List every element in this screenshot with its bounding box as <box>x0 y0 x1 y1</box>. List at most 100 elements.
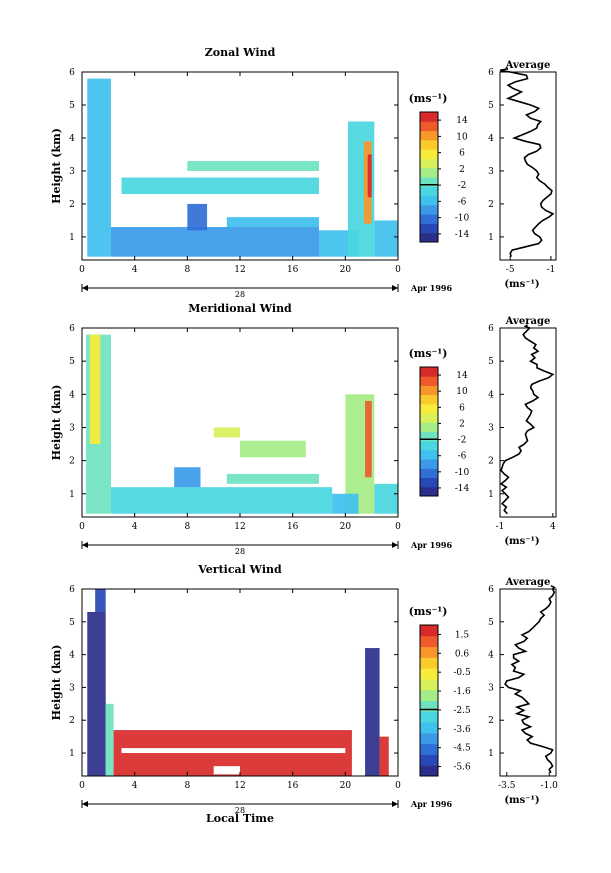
colorbar-cell <box>420 186 438 197</box>
average-y-tick-label: 3 <box>488 683 494 693</box>
y-tick-label: 6 <box>69 585 75 595</box>
colorbar-cell <box>420 394 438 405</box>
colorbar-cell <box>420 214 438 224</box>
data-region-1 <box>87 611 106 776</box>
data-region-5 <box>226 217 319 228</box>
data-region-4 <box>187 203 208 231</box>
colorbar-cell <box>420 668 438 680</box>
data-region-3 <box>105 703 114 776</box>
average-y-tick-label: 3 <box>488 167 494 177</box>
colorbar-tick-label: 6 <box>459 149 465 159</box>
colorbar-cell <box>420 177 438 187</box>
colorbar-cell <box>420 158 438 169</box>
average-y-tick-label: 2 <box>488 716 494 726</box>
colorbar-cell <box>420 167 438 178</box>
average-y-tick-label: 5 <box>488 618 494 628</box>
y-tick-label: 5 <box>69 357 75 367</box>
average-title: Average <box>505 60 551 71</box>
timeline-arrow-right <box>392 542 398 548</box>
average-y-tick-label: 4 <box>488 390 494 400</box>
colorbar-tick-label: 0.6 <box>455 649 470 659</box>
y-tick-label: 4 <box>69 651 75 661</box>
average-y-tick-label: 6 <box>488 324 494 334</box>
average-x-label: (ms⁻¹) <box>504 795 539 806</box>
colorbar-cell <box>420 385 438 396</box>
x-tick-label: 16 <box>287 781 299 791</box>
colorbar-cell <box>420 130 438 141</box>
colorbar-cell <box>420 403 438 414</box>
data-region-11 <box>374 483 398 514</box>
colorbar-tick-label: -4.5 <box>453 744 471 754</box>
colorbar-tick-label: 1.5 <box>455 630 470 640</box>
panel-title: Vertical Wind <box>197 563 282 576</box>
colorbar-frame <box>419 366 439 497</box>
x-tick-label: 8 <box>184 522 190 532</box>
colorbar-cell <box>420 139 438 150</box>
colorbar-cell <box>420 376 438 386</box>
average-title: Average <box>505 316 551 327</box>
average-y-tick-label: 1 <box>488 749 494 759</box>
colorbar-tick-label: -5.6 <box>453 763 471 773</box>
colorbar-unit: (ms⁻¹) <box>409 92 448 105</box>
x-tick-label: 4 <box>132 522 138 532</box>
colorbar-cell <box>420 477 438 488</box>
colorbar-cell <box>420 422 438 432</box>
colorbar-cell <box>420 440 438 451</box>
average-y-tick-label: 4 <box>488 651 494 661</box>
average-y-tick-label: 6 <box>488 585 494 595</box>
data-region-4 <box>174 467 201 488</box>
y-tick-label: 3 <box>69 423 75 433</box>
average-y-tick-label: 2 <box>488 200 494 210</box>
y-axis-label: Height (km) <box>50 645 63 721</box>
date-day-label: 28 <box>235 290 245 299</box>
x-tick-label: 0 <box>79 522 85 532</box>
average-frame <box>499 588 557 777</box>
average-x-tick-label: -1 <box>547 265 556 275</box>
timeline-arrow-left <box>82 801 88 807</box>
average-x-tick-label: -1 <box>496 522 505 532</box>
colorbar-cell <box>420 743 438 755</box>
colorbar-tick-label: 6 <box>459 403 465 413</box>
data-region-6 <box>379 736 389 776</box>
y-axis-label: Height (km) <box>50 128 63 204</box>
x-tick-label: 20 <box>340 781 352 791</box>
y-tick-label: 1 <box>69 490 75 500</box>
average-x-label: (ms⁻¹) <box>504 279 539 290</box>
colorbar-cell <box>420 121 438 132</box>
data-region-7 <box>187 161 319 171</box>
colorbar-cell <box>420 486 438 497</box>
data-region-10 <box>332 493 359 514</box>
y-tick-label: 5 <box>69 101 75 111</box>
y-tick-label: 5 <box>69 618 75 628</box>
timeline-arrow-right <box>392 285 398 291</box>
colorbar-tick-label: 14 <box>456 371 468 381</box>
date-month-label: Apr 1996 <box>410 540 453 550</box>
colorbar-cell <box>420 765 438 777</box>
colorbar-cell <box>420 449 438 460</box>
colorbar-frame <box>419 111 439 243</box>
colorbar-cell <box>420 204 438 215</box>
average-x-tick-label: -3.5 <box>498 781 516 791</box>
colorbar-tick-label: 10 <box>456 132 468 142</box>
colorbar-cell <box>420 367 438 377</box>
average-frame <box>499 71 557 261</box>
x-tick-label: 4 <box>132 265 138 275</box>
y-tick-label: 2 <box>69 716 75 726</box>
colorbar-cell <box>420 678 438 691</box>
y-tick-label: 2 <box>69 457 75 467</box>
colorbar-unit: (ms⁻¹) <box>409 605 448 618</box>
colorbar-tick-label: -14 <box>455 230 470 240</box>
x-tick-label: 0 <box>79 265 85 275</box>
x-tick-label: 0 <box>395 522 401 532</box>
y-tick-label: 3 <box>69 683 75 693</box>
colorbar-cell <box>420 223 438 234</box>
colorbar-tick-label: -10 <box>455 468 470 478</box>
colorbar-cell <box>420 625 438 637</box>
y-tick-label: 3 <box>69 167 75 177</box>
average-y-tick-label: 1 <box>488 233 494 243</box>
average-x-tick-label: -5 <box>506 265 515 275</box>
average-y-tick-label: 1 <box>488 490 494 500</box>
colorbar-cell <box>420 657 438 669</box>
data-region-2 <box>95 589 106 612</box>
